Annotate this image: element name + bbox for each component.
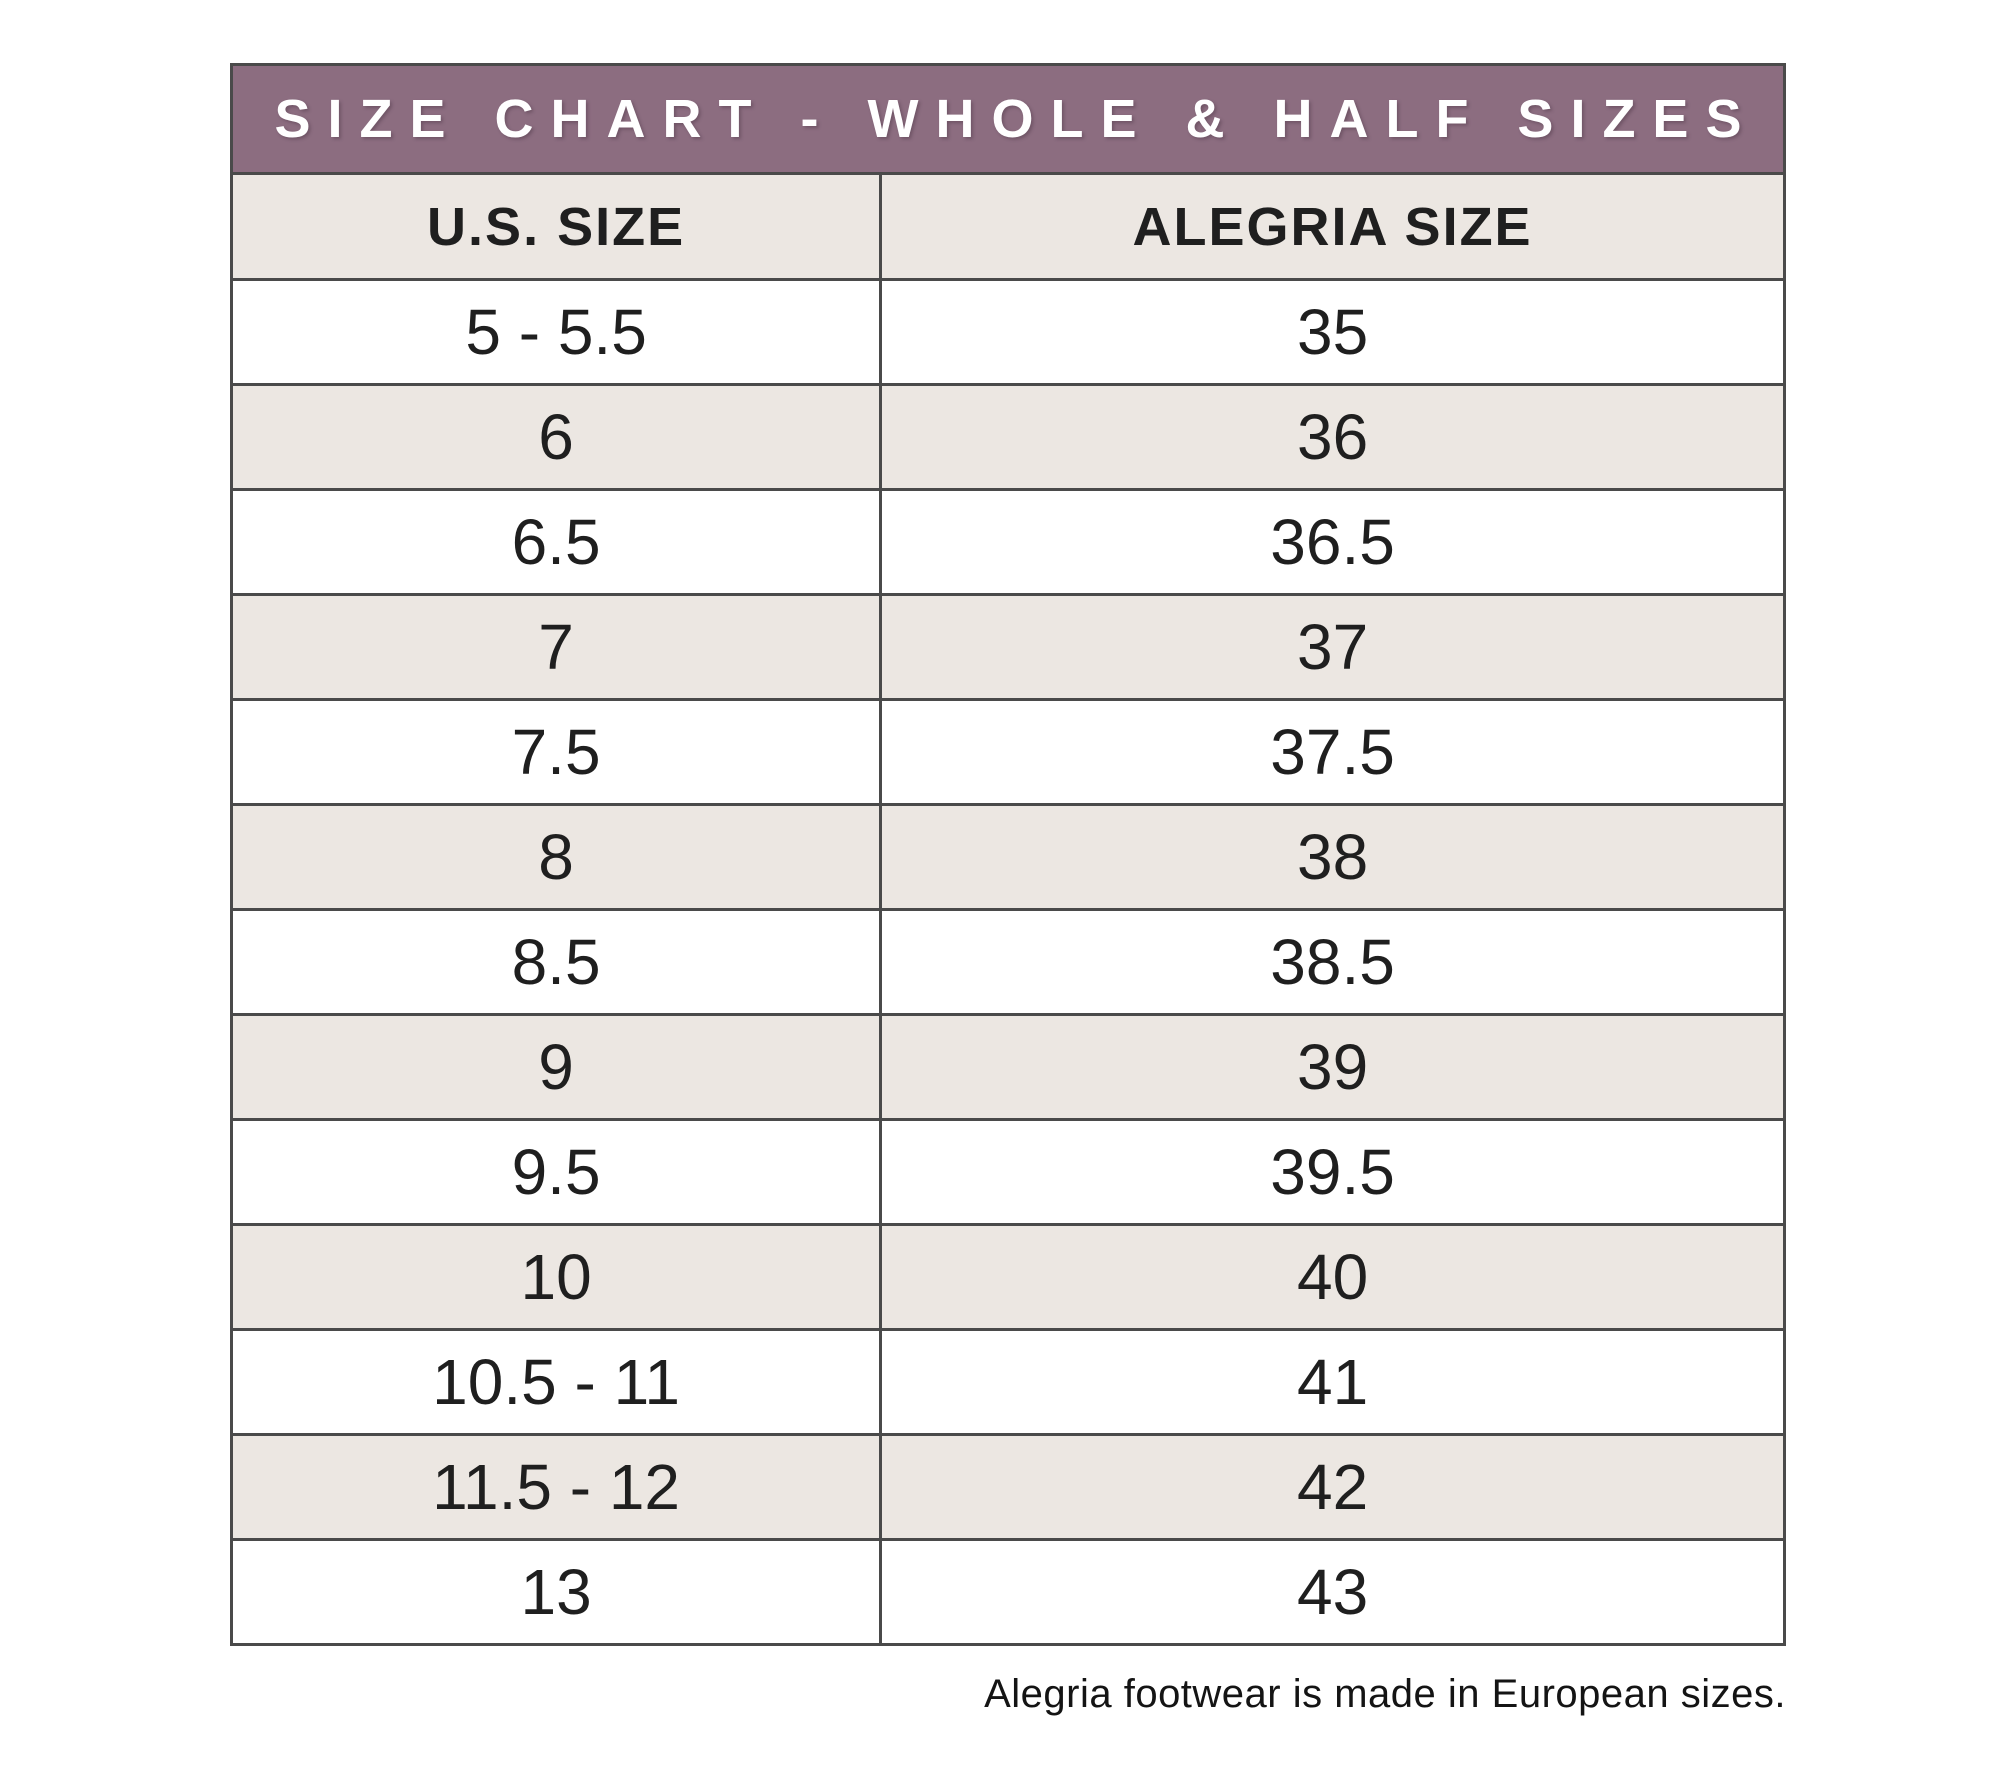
alegria-size-cell: 38 [879, 803, 1786, 911]
alegria-size-cell: 43 [879, 1538, 1786, 1646]
table-row: 13 43 [229, 1538, 1786, 1646]
alegria-size-cell: 42 [879, 1433, 1786, 1541]
table-row: 6 36 [229, 383, 1786, 491]
alegria-size-cell: 37 [879, 593, 1786, 701]
table-row: 7.5 37.5 [229, 698, 1786, 806]
table-row: 10.5 - 11 41 [229, 1328, 1786, 1436]
alegria-size-cell: 36.5 [879, 488, 1786, 596]
alegria-size-cell: 39.5 [879, 1118, 1786, 1226]
alegria-size-cell: 40 [879, 1223, 1786, 1331]
us-size-cell: 10.5 - 11 [229, 1328, 883, 1436]
footnote: Alegria footwear is made in European siz… [984, 1672, 1786, 1716]
alegria-size-cell: 39 [879, 1013, 1786, 1121]
table-header-row: U.S. SIZE ALEGRIA SIZE [229, 172, 1786, 281]
alegria-size-cell: 41 [879, 1328, 1786, 1436]
column-header-us-size: U.S. SIZE [229, 172, 883, 281]
table-row: 6.5 36.5 [229, 488, 1786, 596]
size-chart-title: SIZE CHART - WHOLE & HALF SIZES [274, 89, 1759, 149]
us-size-cell: 5 - 5.5 [229, 278, 883, 386]
table-row: 11.5 - 12 42 [229, 1433, 1786, 1541]
size-chart-title-bar: SIZE CHART - WHOLE & HALF SIZES [230, 63, 1786, 172]
us-size-cell: 13 [229, 1538, 883, 1646]
alegria-size-cell: 35 [879, 278, 1786, 386]
table-row: 10 40 [229, 1223, 1786, 1331]
alegria-size-cell: 36 [879, 383, 1786, 491]
table-row: 8.5 38.5 [229, 908, 1786, 1016]
table-row: 9 39 [229, 1013, 1786, 1121]
alegria-size-cell: 37.5 [879, 698, 1786, 806]
table-row: 8 38 [229, 803, 1786, 911]
us-size-cell: 6.5 [229, 488, 883, 596]
us-size-cell: 9 [229, 1013, 883, 1121]
us-size-cell: 7 [229, 593, 883, 701]
size-conversion-table: U.S. SIZE ALEGRIA SIZE 5 - 5.5 35 6 36 6.5 36… [229, 172, 1786, 1646]
size-chart: SIZE CHART - WHOLE & HALF SIZES U.S. SIZ… [229, 63, 1786, 1717]
us-size-cell: 11.5 - 12 [229, 1433, 883, 1541]
us-size-cell: 7.5 [229, 698, 883, 806]
us-size-cell: 8 [229, 803, 883, 911]
table-row: 5 - 5.5 35 [229, 278, 1786, 386]
column-header-alegria-size: ALEGRIA SIZE [879, 172, 1786, 281]
table-row: 7 37 [229, 593, 1786, 701]
table-row: 9.5 39.5 [229, 1118, 1786, 1226]
us-size-cell: 8.5 [229, 908, 883, 1016]
us-size-cell: 10 [229, 1223, 883, 1331]
us-size-cell: 9.5 [229, 1118, 883, 1226]
alegria-size-cell: 38.5 [879, 908, 1786, 1016]
us-size-cell: 6 [229, 383, 883, 491]
table-body: 5 - 5.5 35 6 36 6.5 36.5 7 37 7.5 37.5 8 38 8.5 38.5 9… [229, 278, 1786, 1646]
